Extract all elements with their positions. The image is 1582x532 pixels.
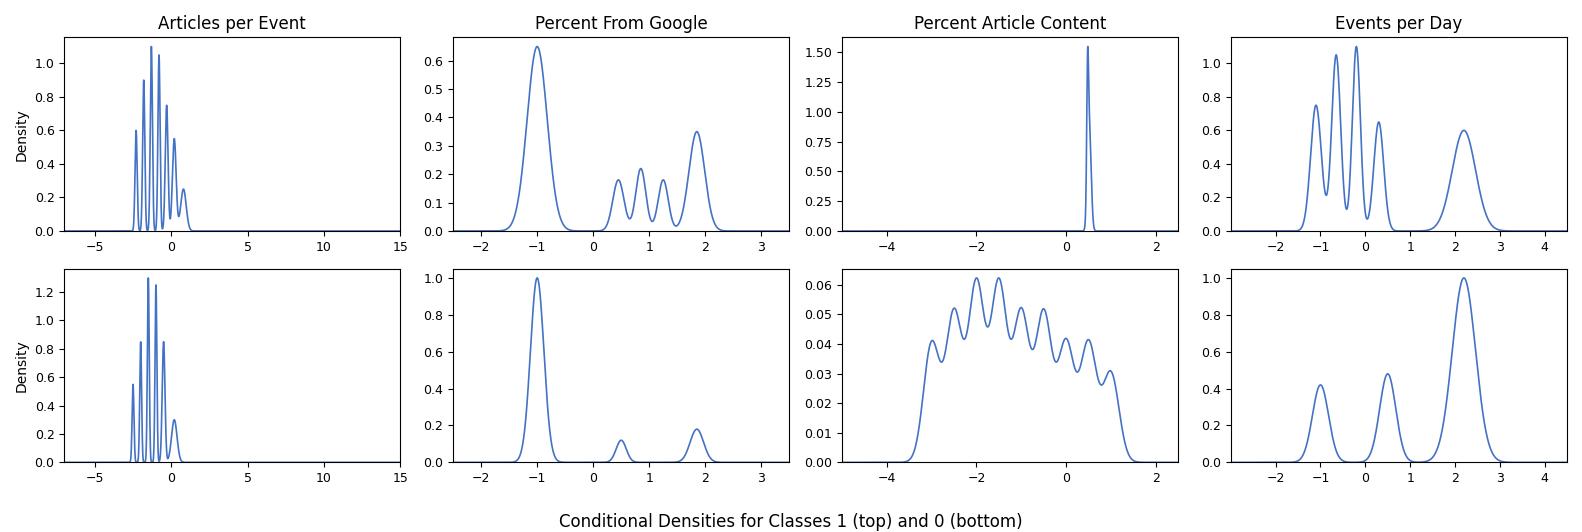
- Text: Conditional Densities for Classes 1 (top) and 0 (bottom): Conditional Densities for Classes 1 (top…: [558, 513, 1024, 531]
- Title: Percent Article Content: Percent Article Content: [914, 15, 1106, 33]
- Y-axis label: Density: Density: [14, 108, 28, 161]
- Title: Percent From Google: Percent From Google: [535, 15, 707, 33]
- Y-axis label: Density: Density: [14, 339, 28, 392]
- Title: Articles per Event: Articles per Event: [158, 15, 307, 33]
- Title: Events per Day: Events per Day: [1335, 15, 1462, 33]
